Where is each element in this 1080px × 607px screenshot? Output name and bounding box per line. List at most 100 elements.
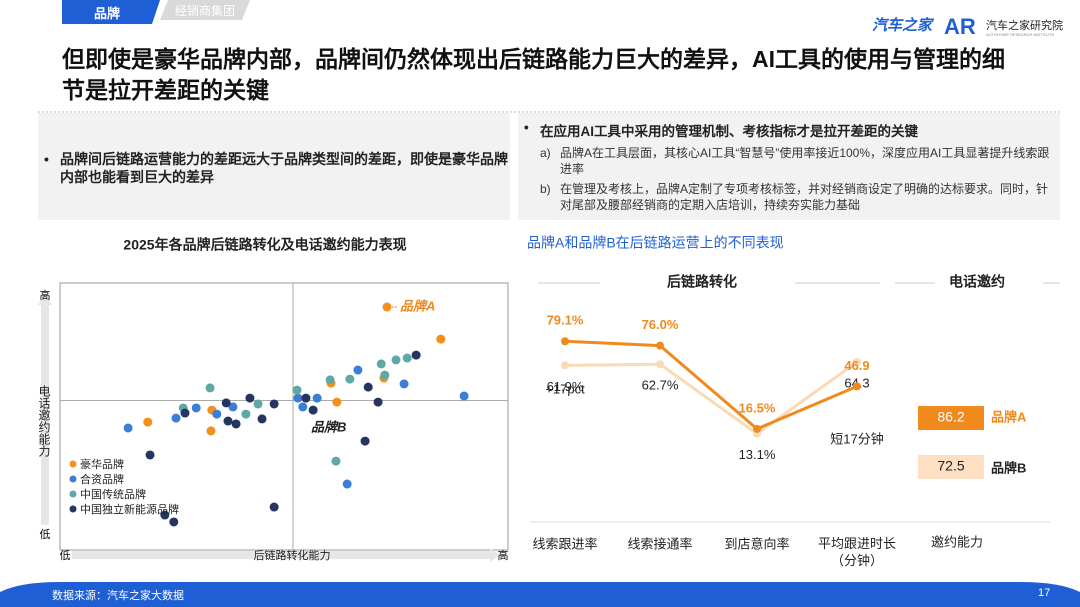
point [205,383,215,393]
legend-swatch [69,490,77,498]
point [376,359,386,369]
point [325,375,335,385]
annotation: +17pct [545,381,585,396]
tab-label[interactable]: 品牌 [93,6,120,21]
point [363,382,373,392]
invite-value: 86.2 [937,409,964,425]
point [143,417,153,427]
point [656,360,664,369]
point [228,402,238,412]
x-low: 低 [60,549,71,562]
x-high: 高 [498,548,509,562]
source: 数据来源：汽车之家大数据 [52,590,184,602]
annotation: 品牌B [311,419,346,434]
chart-title: 2025年各品牌后链路转化及电话邀约能力表现 [123,237,406,253]
x-axis-label: 后链路转化能力 [254,548,331,562]
legend-label: 中国传统品牌 [80,487,146,501]
legend-label: 中国独立新能源品牌 [80,502,179,516]
invite-brand: 品牌B [991,460,1026,475]
tab-active [62,0,160,24]
point [292,385,302,395]
annotation: 短17分钟 [830,431,883,446]
value-label: 79.1% [547,313,584,328]
invite-value: 72.5 [937,458,964,474]
point [308,405,318,415]
point [241,409,251,419]
y-low: 低 [40,528,51,541]
page-number: 17 [1038,587,1051,599]
point [391,355,401,365]
x-tick-label: 平均跟进时长（分钟） [818,536,896,568]
point [212,409,222,419]
point [223,416,233,426]
legend-label: 合资品牌 [80,472,124,486]
right-box [518,113,1060,220]
y-axis-arrow [41,305,49,525]
x-tick-label: 线索跟进率 [532,536,597,551]
value-label: 16.5% [739,400,776,415]
point [123,423,133,433]
value-label: 76.0% [642,317,679,332]
marker: a) [540,146,551,160]
point [853,357,861,366]
point [331,456,341,466]
point [402,353,412,363]
point [360,436,370,446]
tab [160,0,250,20]
left-box [38,113,510,220]
y-high: 高 [40,288,51,302]
point [293,393,303,403]
point [342,479,352,489]
list: a) 品牌A在工具层面，其核心AI工具“智慧号”使用率接近100%，深度应用AI工… [540,145,1055,213]
point [145,450,155,460]
point [382,302,392,312]
point [332,397,342,407]
legend-swatch [69,475,77,483]
point [160,510,170,520]
point [253,399,263,409]
point [231,419,241,429]
point [459,391,469,401]
series-line [564,360,858,436]
list-item: a) 品牌A在工具层面，其核心AI工具“智慧号”使用率接近100%，深度应用AI工… [540,145,1055,177]
chart-title: 品牌A和品牌B在后链路运营上的不同表现 [527,235,784,251]
point [373,397,383,407]
institute-en: AUTOHOME RESEARCH INSTITUTE [986,32,1055,37]
point [191,403,201,413]
point [269,399,279,409]
logo: 汽车之家 [872,17,933,34]
x-tick-label: 线索接通率 [627,536,692,551]
x-axis-arrow [490,548,500,562]
slide-title: 但即使是豪华品牌内部，品牌间仍然体现出后链路能力巨大的差异，AI工具的使用与管理… [62,46,1005,103]
legend-swatch [69,460,77,468]
point [269,502,279,512]
bullet: • 品牌间后链路运营能力的差距远大于品牌类型间的差距，即使是豪华品牌内部也能看到巨… [44,151,508,185]
point [171,413,181,423]
point [180,408,190,418]
bullet: • 在应用AI工具中采用的管理机制、考核指标才是拉开差距的关键 [524,120,918,139]
point [257,414,267,424]
annotation: 品牌A [400,298,435,313]
tab-label[interactable]: 经销商集团 [174,4,235,18]
x-tick-label: 邀约能力 [931,534,983,549]
item-text: 在管理及考核上，品牌A定制了专项考核标签，并对经销商设定了明确的达标要求。同时，… [560,182,1049,212]
institute: 汽车之家研究院 [986,20,1063,32]
point [221,398,231,408]
section-title: 后链路转化 [667,274,737,290]
legend-swatch [69,505,77,513]
value-label: 62.7% [642,378,679,393]
bullet-text: 品牌间后链路运营能力的差距远大于品牌类型间的差距，即使是豪华品牌内部也能看到巨大… [60,151,508,185]
point [245,393,255,403]
point [436,334,446,344]
point [561,337,569,346]
point [399,379,409,389]
point [301,393,311,403]
bullet-text: 在应用AI工具中采用的管理机制、考核指标才是拉开差距的关键 [540,124,918,139]
plot-area [59,282,509,551]
y-axis-label: 电话邀约能力 [37,385,51,457]
item-text: 品牌A在工具层面，其核心AI工具“智慧号”使用率接近100%，深度应用AI工具显… [560,146,1050,176]
value-label: 61.9% [547,379,584,394]
logo-mark: AR [944,14,976,39]
point [753,424,761,433]
